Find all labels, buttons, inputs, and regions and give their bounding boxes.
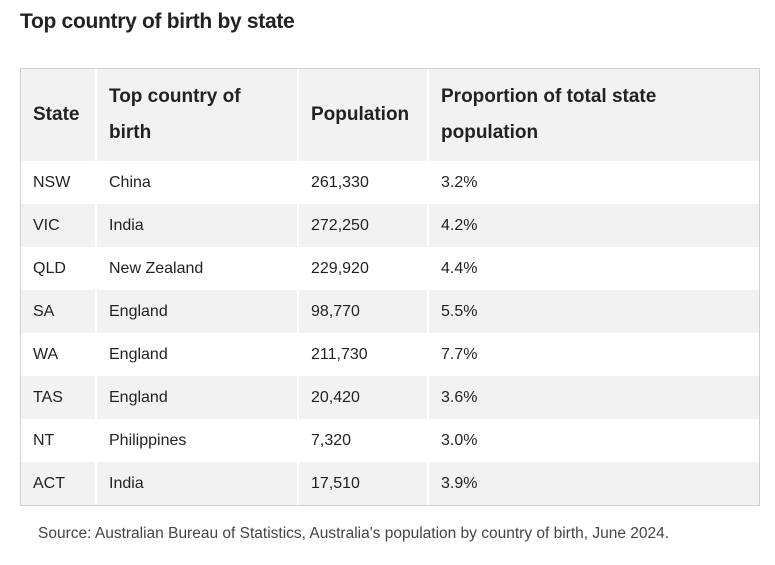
cell-state: QLD xyxy=(21,247,97,290)
cell-state: NSW xyxy=(21,161,97,204)
table-row: SA England 98,770 5.5% xyxy=(21,290,759,333)
cell-population: 261,330 xyxy=(298,161,429,204)
cell-population: 20,420 xyxy=(298,376,429,419)
cell-proportion: 3.9% xyxy=(441,474,478,492)
cell-proportion: 7.7% xyxy=(441,345,478,363)
page-title: Top country of birth by state xyxy=(20,10,295,33)
cell-state: TAS xyxy=(21,376,97,419)
table-row: TAS England 20,420 3.6% xyxy=(21,376,759,419)
header-proportion: Proportion of total state population xyxy=(441,86,657,143)
header-top-country: Top country of birth xyxy=(96,69,299,161)
cell-country: Philippines xyxy=(96,419,299,462)
cell-country: China xyxy=(96,161,299,204)
header-population: Population xyxy=(298,69,429,161)
table-row: NSW China 261,330 3.2% xyxy=(21,161,759,204)
table-row: WA England 211,730 7.7% xyxy=(21,333,759,376)
cell-country: India xyxy=(96,204,299,247)
cell-country: India xyxy=(96,462,299,505)
cell-proportion: 3.2% xyxy=(441,173,478,191)
source-note: Source: Australian Bureau of Statistics,… xyxy=(38,525,670,542)
cell-population: 17,510 xyxy=(298,462,429,505)
cell-state: WA xyxy=(21,333,97,376)
table-row: VIC India 272,250 4.2% xyxy=(21,204,759,247)
table-header-row: State Top country of birth Population Pr… xyxy=(21,69,759,161)
cell-country: England xyxy=(96,376,299,419)
cell-population: 229,920 xyxy=(298,247,429,290)
country-of-birth-table: State Top country of birth Population Pr… xyxy=(21,69,759,505)
cell-population: 98,770 xyxy=(298,290,429,333)
cell-population: 272,250 xyxy=(298,204,429,247)
cell-state: VIC xyxy=(21,204,97,247)
cell-state: ACT xyxy=(21,462,97,505)
cell-proportion: 3.0% xyxy=(441,431,478,449)
cell-state: NT xyxy=(21,419,97,462)
cell-proportion: 5.5% xyxy=(441,302,478,320)
table-row: NT Philippines 7,320 3.0% xyxy=(21,419,759,462)
cell-country: New Zealand xyxy=(96,247,299,290)
table-row: QLD New Zealand 229,920 4.4% xyxy=(21,247,759,290)
cell-population: 211,730 xyxy=(298,333,429,376)
cell-proportion: 4.2% xyxy=(441,216,478,234)
cell-country: England xyxy=(96,290,299,333)
table-row: ACT India 17,510 3.9% xyxy=(21,462,759,505)
header-state: State xyxy=(21,69,97,161)
cell-population: 7,320 xyxy=(298,419,429,462)
cell-country: England xyxy=(96,333,299,376)
cell-proportion: 4.4% xyxy=(441,259,478,277)
cell-proportion: 3.6% xyxy=(441,388,478,406)
cell-state: SA xyxy=(21,290,97,333)
data-table-container: State Top country of birth Population Pr… xyxy=(20,68,760,506)
